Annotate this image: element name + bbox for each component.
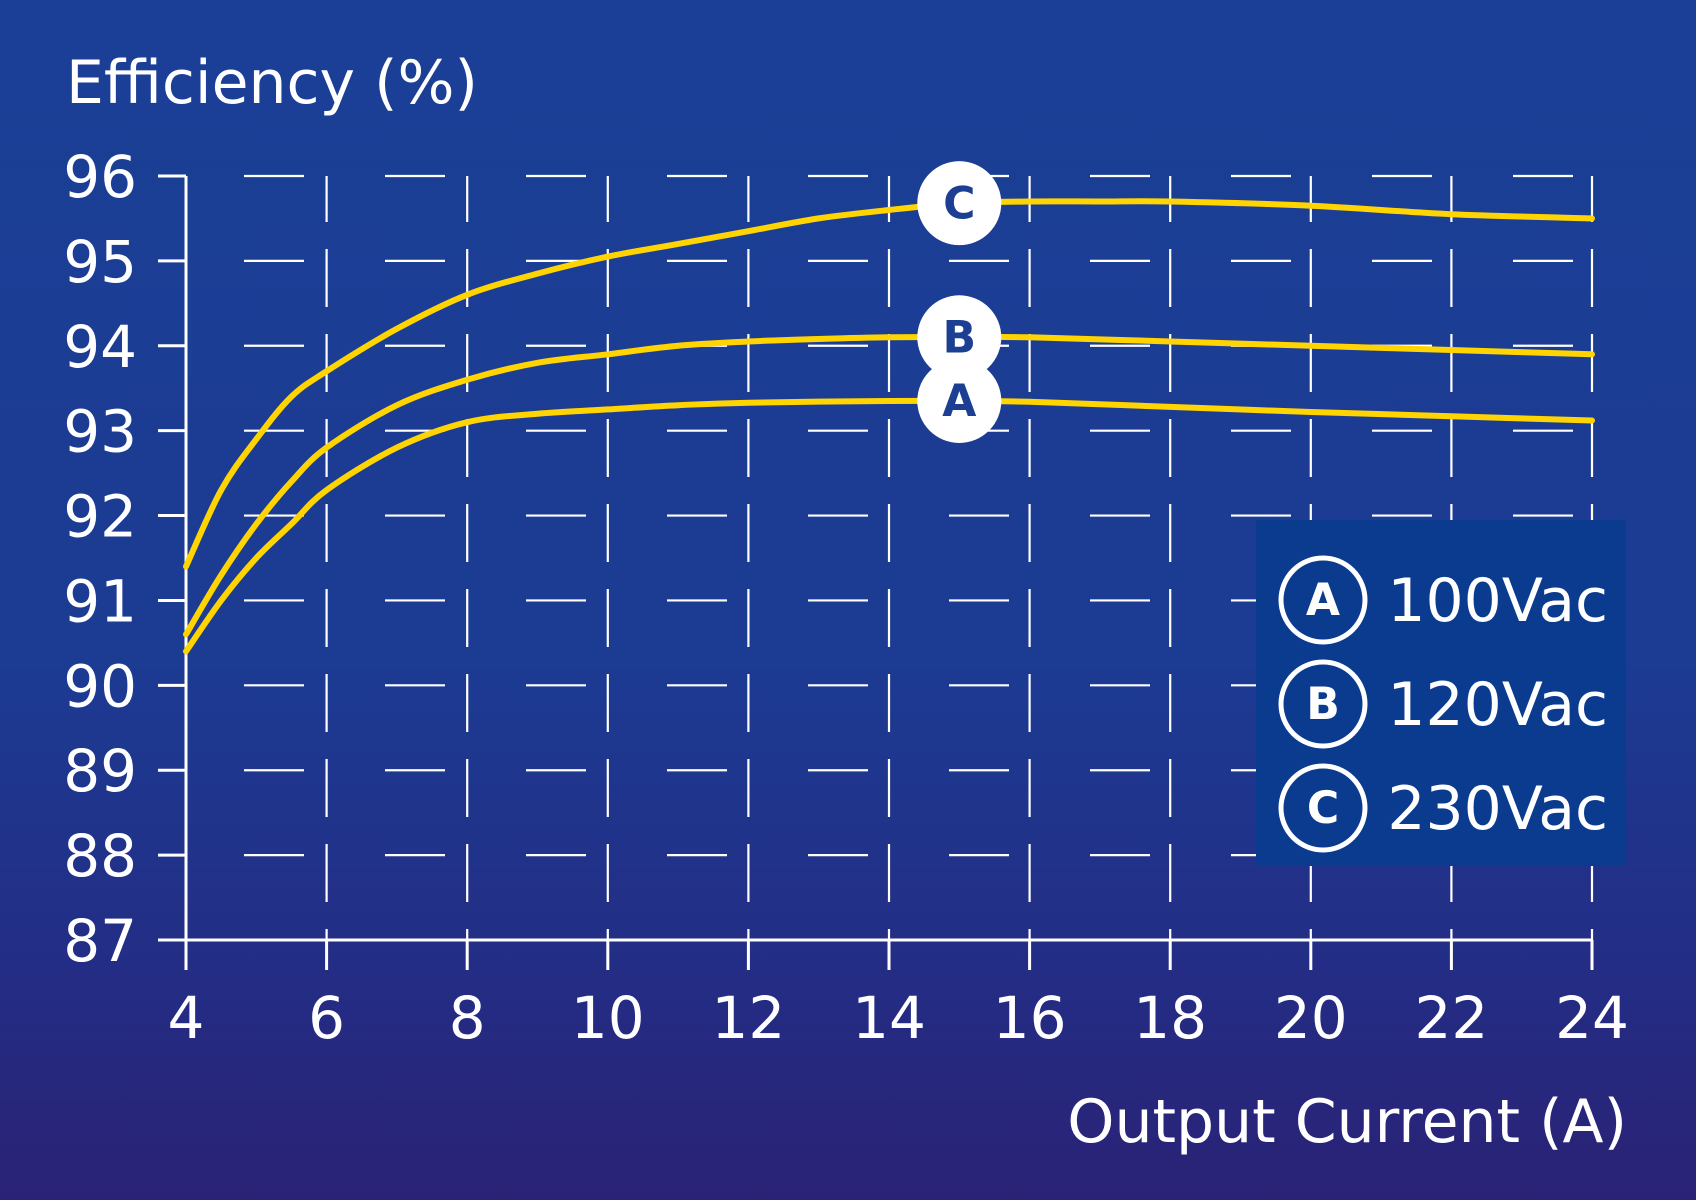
x-tick-label: 12 [711, 984, 785, 1052]
series-marker-a: A [1278, 555, 1368, 645]
legend-label-b: 120Vac [1387, 670, 1608, 740]
marker-letter: B [942, 312, 976, 363]
series-markers: AB C [917, 161, 1002, 443]
y-tick-label: 87 [63, 907, 137, 975]
x-tick-label: 4 [168, 984, 205, 1052]
x-tick-label: 6 [308, 984, 345, 1052]
series-marker-b: B [1278, 659, 1368, 749]
x-tick-label: 14 [852, 984, 926, 1052]
series-marker-c: C [1278, 763, 1368, 853]
series-line-a [183, 397, 1595, 655]
y-tick-label: 96 [63, 143, 137, 211]
y-tick-label: 90 [63, 652, 137, 720]
y-tick-label: 91 [63, 567, 137, 635]
legend-label-a: 100Vac [1387, 566, 1608, 636]
legend-label-c: 230Vac [1387, 774, 1608, 844]
marker-letter: A [1306, 575, 1340, 626]
marker-circle [1278, 763, 1368, 853]
x-axis-label: Output Current (A) [1067, 1087, 1627, 1157]
series-line-b [183, 333, 1595, 638]
marker-circle [917, 295, 1002, 380]
marker-letter: B [1306, 679, 1340, 730]
series-line-c [183, 198, 1595, 570]
marker-circle [917, 161, 1002, 246]
marker-circle [1278, 555, 1368, 645]
series-marker-b: B [917, 295, 1002, 380]
marker-letter: C [1307, 783, 1339, 834]
x-tick-label: 10 [571, 984, 645, 1052]
series-marker-a: A [917, 358, 1002, 443]
legend: A 100Vac B 120Vac C 230Vac [1256, 520, 1626, 866]
tick-labels: 87 88 89 90 91 92 93 94 95 96 4 6 8 10 12 14 16 18 20 22 24 [63, 143, 1629, 1052]
y-tick-label: 88 [63, 822, 137, 890]
marker-letter: A [942, 376, 976, 427]
x-tick-label: 16 [993, 984, 1067, 1052]
marker-circle [917, 358, 1002, 443]
marker-letter: C [943, 178, 975, 229]
y-tick-label: 92 [63, 483, 137, 551]
series-lines [183, 198, 1595, 655]
series-marker-c: C [917, 161, 1002, 246]
y-tick-label: 94 [63, 313, 137, 381]
x-tick-label: 18 [1133, 984, 1207, 1052]
y-axis-label: Efficiency (%) [66, 48, 478, 118]
x-tick-label: 8 [449, 984, 486, 1052]
legend-box [1256, 520, 1626, 866]
y-tick-label: 93 [63, 398, 137, 466]
x-tick-label: 22 [1414, 984, 1488, 1052]
y-tick-label: 95 [63, 228, 137, 296]
x-tick-label: 24 [1555, 984, 1629, 1052]
marker-circle [1278, 659, 1368, 749]
x-tick-label: 20 [1274, 984, 1348, 1052]
y-tick-label: 89 [63, 737, 137, 805]
